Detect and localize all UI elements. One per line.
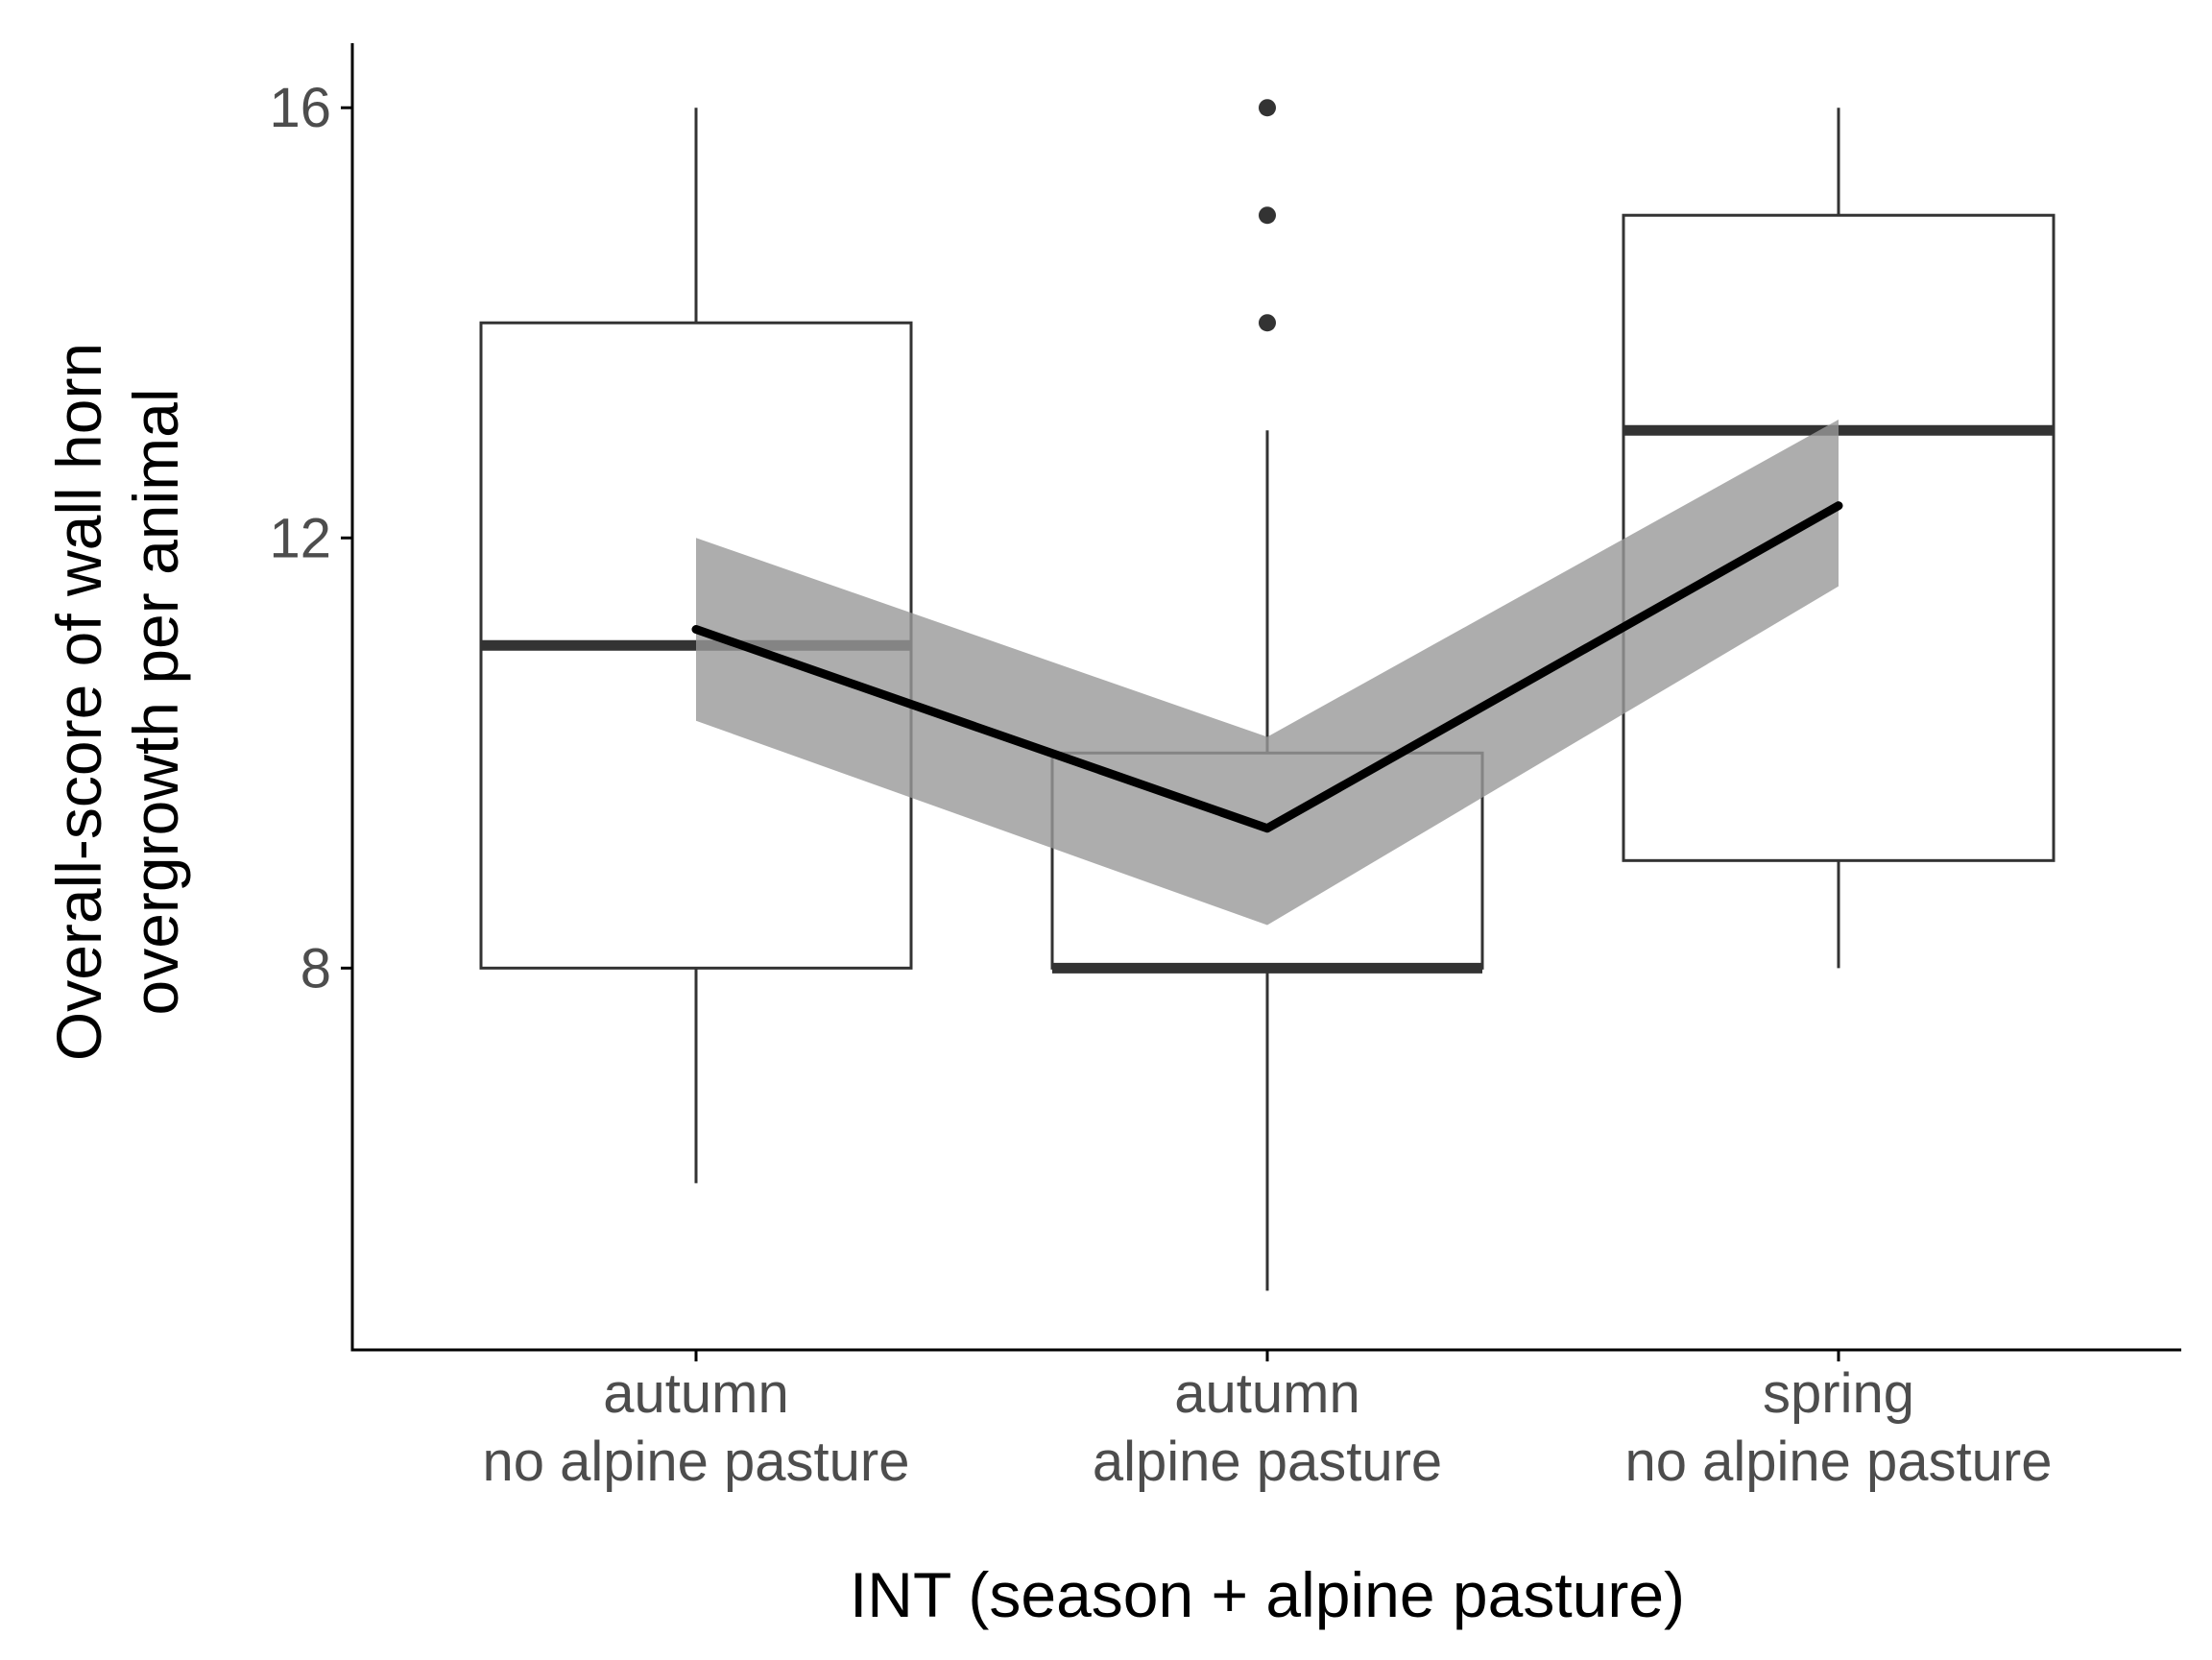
y-tick-label: 12 [269, 507, 331, 569]
x-tick-label-line: spring [1763, 1362, 1914, 1425]
confidence-band-layer [696, 420, 1839, 926]
outlier-point [1259, 314, 1276, 332]
y-axis-title: Overall-score of wall hornovergrowth per… [43, 343, 191, 1061]
x-axis-title: INT (season + alpine pasture) [850, 1559, 1685, 1630]
y-tick-label: 16 [269, 77, 331, 139]
fit-line [691, 501, 1843, 833]
x-tick-label: spring no alpine pasture [1625, 1362, 2053, 1493]
x-tick-label: autumn no alpine pasture [483, 1362, 910, 1493]
x-tick-label-line: no alpine pasture [483, 1431, 910, 1493]
x-tick-label-line: autumn [1174, 1362, 1359, 1425]
axes-layer [341, 43, 2181, 1361]
x-tick-label-line: autumn [603, 1362, 788, 1425]
y-axis-title-line: overgrowth per animal [120, 389, 191, 1016]
fit-line-layer [691, 501, 1843, 833]
outlier-point [1259, 206, 1276, 225]
y-tick-label: 8 [301, 937, 331, 999]
x-tick-label-line: no alpine pasture [1625, 1431, 2053, 1493]
x-tick-label: autumn alpine pasture [1093, 1362, 1442, 1493]
confidence-band [696, 420, 1839, 926]
y-axis-title-line: Overall-score of wall horn [43, 343, 114, 1061]
x-tick-label-line: alpine pasture [1093, 1431, 1442, 1493]
outlier-point [1259, 99, 1276, 117]
